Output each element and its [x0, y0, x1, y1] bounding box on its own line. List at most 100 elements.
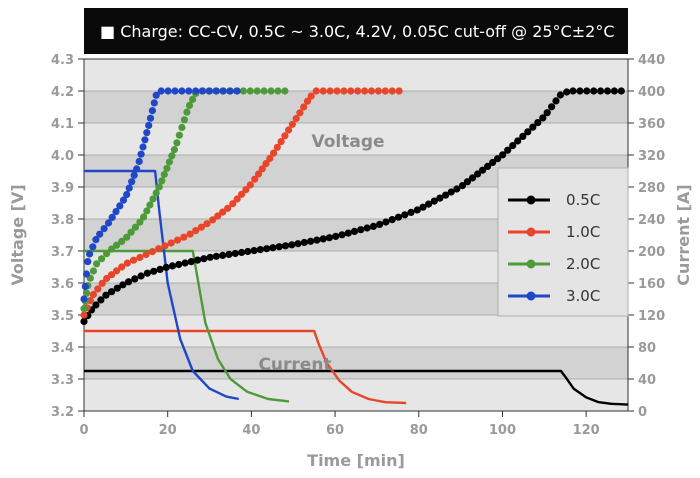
y-left-tick-label: 3.8 — [51, 213, 74, 228]
legend-label-0.5C: 0.5C — [566, 191, 600, 209]
voltage-point — [185, 87, 193, 95]
voltage-point — [113, 241, 121, 249]
voltage-point — [136, 218, 144, 226]
voltage-point — [233, 87, 241, 95]
y-left-tick-label: 3.7 — [51, 245, 74, 260]
voltage-point — [113, 284, 121, 292]
voltage-point — [458, 182, 467, 190]
voltage-point — [168, 262, 177, 270]
voltage-point — [152, 189, 160, 197]
current-line-3.0C — [84, 169, 240, 401]
x-tick-label: 0 — [79, 423, 88, 438]
voltage-point — [125, 184, 133, 192]
y-left-tick-label: 3.9 — [51, 181, 74, 196]
voltage-point — [307, 237, 315, 245]
voltage-point — [160, 170, 168, 179]
voltage-point — [143, 207, 151, 215]
y-right-tick-label: 360 — [638, 117, 665, 132]
chart-title-background — [84, 8, 628, 54]
voltage-point — [118, 263, 126, 271]
voltage-point — [388, 216, 396, 224]
voltage-point — [146, 201, 154, 209]
voltage-point — [136, 253, 144, 261]
voltage-point — [332, 232, 340, 240]
y-right-tick-label: 400 — [638, 85, 665, 100]
voltage-point — [407, 208, 415, 216]
voltage-point — [376, 220, 384, 228]
voltage-point — [192, 227, 200, 235]
x-tick-label: 40 — [242, 423, 260, 438]
voltage-point — [524, 128, 532, 136]
voltage-point — [89, 290, 97, 299]
voltage-point — [186, 230, 194, 238]
voltage-point — [127, 228, 135, 236]
voltage-point — [157, 87, 165, 95]
voltage-point — [119, 281, 127, 289]
y-left-tick-label: 3.4 — [51, 341, 74, 356]
voltage-point — [189, 95, 197, 103]
current-line-0.5C — [84, 369, 629, 406]
voltage-point — [130, 171, 138, 179]
legend-label-3.0C: 3.0C — [566, 287, 600, 305]
legend-marker-1.0C — [526, 227, 536, 237]
voltage-point — [130, 256, 138, 264]
voltage-point — [80, 305, 88, 313]
x-tick-label: 120 — [573, 423, 600, 438]
y-right-tick-label: 280 — [638, 181, 665, 196]
voltage-point — [180, 233, 188, 241]
voltage-point — [489, 158, 497, 167]
voltage-point — [82, 270, 91, 278]
voltage-point — [374, 87, 382, 95]
voltage-point — [192, 87, 200, 95]
chart-title-box: ■ Charge: CC-CV, 0.5C ~ 3.0C, 4.2V, 0.05… — [84, 8, 628, 54]
y-right-tick-label: 80 — [638, 341, 656, 356]
voltage-point — [139, 143, 147, 151]
voltage-point — [180, 116, 188, 124]
voltage-point — [205, 87, 214, 95]
voltage-point — [178, 87, 186, 95]
voltage-point — [185, 101, 194, 109]
voltage-point — [98, 255, 106, 263]
voltage-point — [563, 88, 571, 96]
voltage-point — [479, 166, 487, 174]
voltage-point — [229, 200, 237, 208]
y-right-tick-label: 200 — [638, 245, 665, 260]
voltage-point — [347, 87, 355, 95]
current-line-1.0C — [84, 329, 407, 405]
legend-marker-0.5C — [526, 195, 536, 205]
voltage-point — [350, 227, 359, 235]
voltage-point — [128, 178, 136, 186]
voltage-point — [231, 249, 239, 258]
voltage-point — [165, 158, 173, 166]
voltage-point — [143, 269, 151, 277]
y-left-tick-label: 3.6 — [51, 277, 74, 292]
voltage-point — [140, 213, 148, 221]
voltage-point — [504, 146, 512, 154]
y-right-tick-label: 240 — [638, 213, 665, 228]
voltage-point — [96, 230, 104, 238]
voltage-point — [118, 237, 126, 245]
voltage-point — [262, 160, 270, 168]
voltage-point — [158, 177, 166, 185]
voltage-point — [152, 91, 160, 99]
voltage-point — [394, 213, 403, 221]
voltage-point — [583, 87, 591, 95]
voltage-point — [419, 203, 427, 211]
voltage-point — [103, 274, 111, 283]
voltage-point — [552, 97, 560, 105]
voltage-point — [167, 239, 175, 247]
voltage-point — [319, 87, 327, 95]
voltage-point — [200, 255, 208, 263]
voltage-point — [133, 165, 141, 173]
legend-label-1.0C: 1.0C — [566, 223, 600, 241]
legend-marker-3.0C — [526, 291, 536, 301]
voltage-point — [363, 224, 371, 232]
voltage-point — [123, 259, 131, 267]
voltage-point — [194, 256, 202, 264]
voltage-point — [80, 311, 88, 319]
chart-title: ■ Charge: CC-CV, 0.5C ~ 3.0C, 4.2V, 0.05… — [100, 22, 614, 41]
legend-label-2.0C: 2.0C — [566, 255, 600, 273]
y-right-tick-label: 160 — [638, 277, 665, 292]
